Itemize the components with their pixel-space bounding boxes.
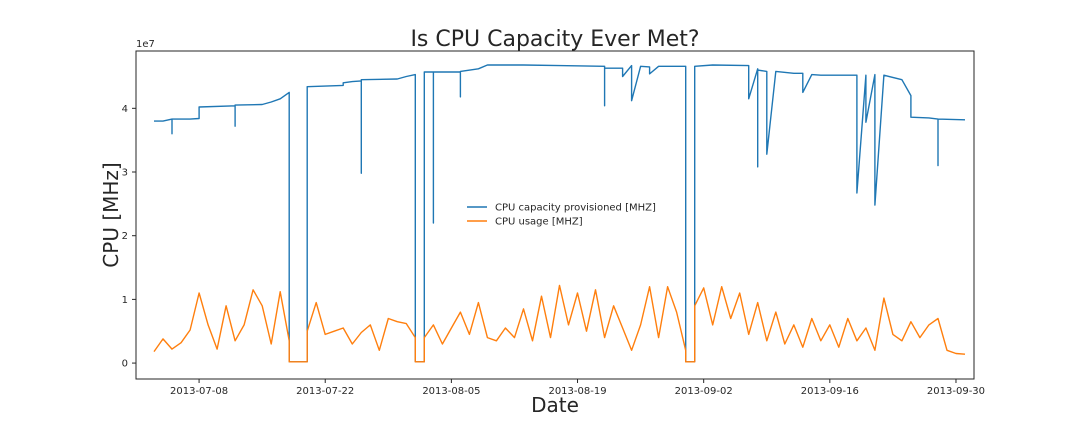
y-tick-label: 1: [122, 295, 128, 306]
x-tick-label: 2013-09-02: [675, 386, 733, 397]
y-axis-label: CPU [MHz]: [99, 162, 123, 267]
y-tick-label: 3: [122, 168, 128, 179]
x-tick-label: 2013-07-08: [170, 386, 228, 397]
x-tick-label: 2013-07-22: [296, 386, 354, 397]
x-tick-label: 2013-08-05: [422, 386, 480, 397]
series-line-capacity: [154, 64, 966, 363]
x-ticks: 2013-07-08 2013-07-22 2013-08-05 2013-08-19…: [170, 379, 985, 397]
series-line-usage: [153, 284, 966, 363]
x-tick-label: 2013-09-30: [927, 386, 985, 397]
legend-entry: CPU capacity provisioned [MHZ]: [495, 203, 656, 214]
y-tick-label: 0: [122, 359, 128, 370]
y-tick-label: 4: [122, 104, 128, 115]
x-tick-label: 2013-09-16: [801, 386, 859, 397]
x-axis-label: Date: [531, 393, 579, 417]
y-tick-label: 2: [122, 231, 128, 242]
legend: CPU capacity provisioned [MHZ] CPU usage …: [467, 203, 656, 228]
legend-entry: CPU usage [MHZ]: [495, 217, 583, 228]
series-layer: [153, 64, 966, 363]
y-offset-label: 1e7: [136, 39, 155, 50]
y-ticks: 0 1 2 3 4: [122, 104, 136, 370]
plot-frame: [135, 50, 975, 380]
x-tick-label: 2013-08-19: [548, 386, 606, 397]
chart-title: Is CPU Capacity Ever Met?: [410, 27, 699, 52]
